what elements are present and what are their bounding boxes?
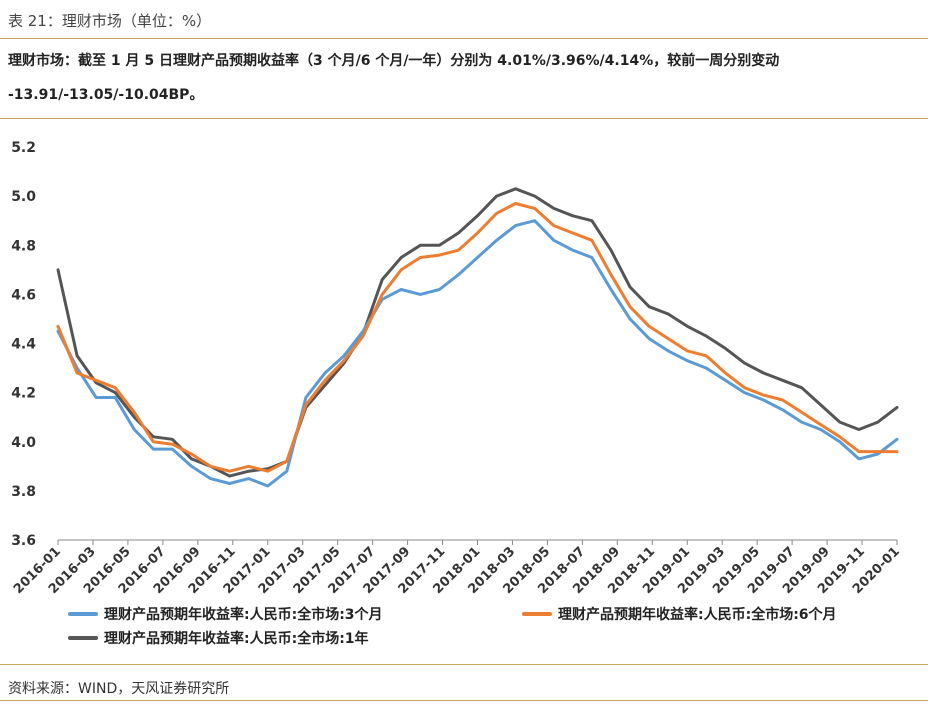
legend-swatch-3m (68, 612, 98, 616)
series-line-3m (56, 219, 899, 488)
legend-swatch-6m (522, 612, 552, 616)
table-title: 表 21：理财市场（单位：%） (8, 12, 212, 30)
summary-text: 理财市场：截至 1 月 5 日理财产品预期收益率（3 个月/6 个月/一年）分别… (8, 44, 923, 112)
y-tick-label: 4.2 (11, 386, 36, 402)
legend-item-3m: 理财产品预期年收益率:人民币:全市场:3个月 (68, 604, 383, 624)
legend-swatch-1y (68, 636, 98, 640)
series-line-6m (56, 202, 899, 473)
legend-label-1y: 理财产品预期年收益率:人民币:全市场:1年 (104, 631, 369, 647)
title-rule (0, 38, 928, 39)
yield-line-chart: 5.25.04.84.64.44.24.03.83.62016-012016-0… (11, 140, 903, 597)
y-tick-label: 3.6 (11, 533, 36, 549)
y-tick-label: 4.8 (11, 238, 36, 254)
y-tick-label: 4.6 (11, 287, 36, 303)
y-tick-label: 5.0 (11, 189, 36, 205)
summary-rule (0, 118, 928, 119)
legend-rule (0, 664, 928, 665)
summary-line-2: -13.91/-13.05/-10.04BP。 (8, 87, 204, 103)
source-note: 资料来源：WIND，天风证券研究所 (8, 681, 230, 697)
footer-rule (0, 700, 928, 701)
y-tick-label: 4.4 (11, 337, 36, 353)
y-tick-label: 3.8 (11, 484, 36, 500)
y-tick-label: 4.0 (11, 435, 36, 451)
summary-line-1: 理财市场：截至 1 月 5 日理财产品预期收益率（3 个月/6 个月/一年）分别… (8, 53, 780, 69)
legend-item-1y: 理财产品预期年收益率:人民币:全市场:1年 (68, 628, 369, 648)
legend-label-6m: 理财产品预期年收益率:人民币:全市场:6个月 (558, 607, 837, 623)
legend-item-6m: 理财产品预期年收益率:人民币:全市场:6个月 (522, 604, 837, 624)
series-line-1y (56, 187, 899, 478)
legend-label-3m: 理财产品预期年收益率:人民币:全市场:3个月 (104, 607, 383, 623)
y-tick-label: 5.2 (11, 140, 36, 156)
